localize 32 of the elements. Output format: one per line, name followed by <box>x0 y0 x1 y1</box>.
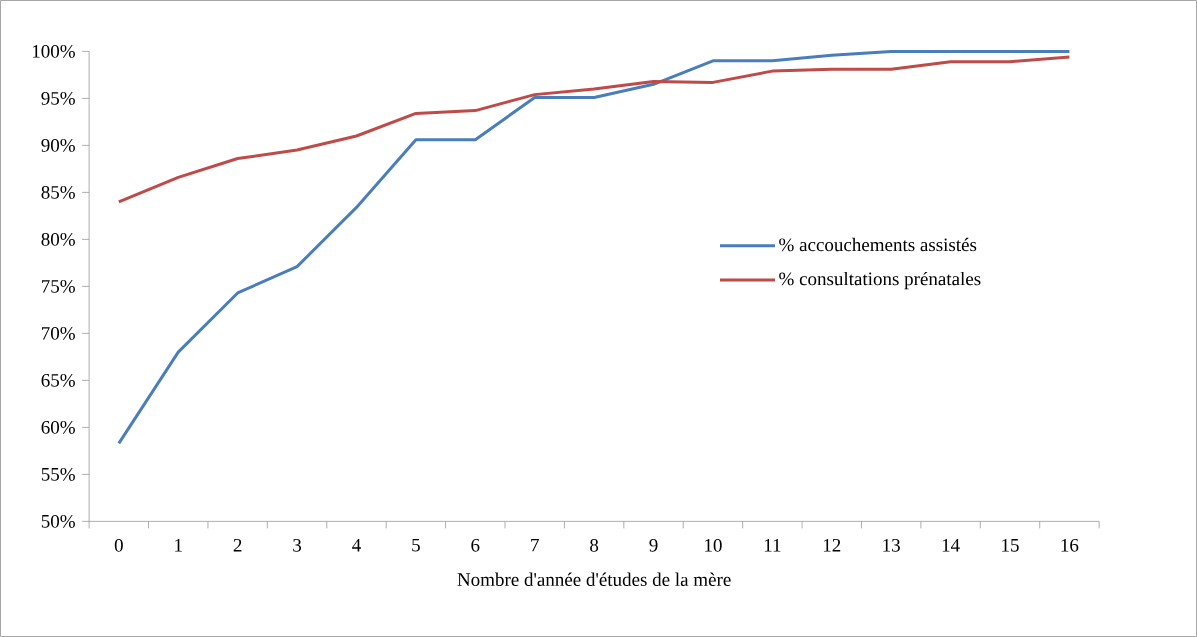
x-tick-label: 10 <box>705 538 722 552</box>
x-tick-label: 13 <box>883 538 900 552</box>
x-tick-label: 11 <box>764 538 781 552</box>
x-tick-label: 1 <box>175 538 182 552</box>
x-tick-label: 12 <box>823 538 841 552</box>
legend-label: % consultations prénatales <box>779 271 981 290</box>
y-tick-label: 95% <box>41 91 75 105</box>
x-tick-label: 8 <box>590 538 599 552</box>
line-series <box>117 55 1071 204</box>
y-tick-label: 80% <box>41 232 75 246</box>
x-tick-label: 16 <box>1061 538 1079 552</box>
x-tick-label: 14 <box>942 538 960 552</box>
x-tick-label: 6 <box>471 538 480 552</box>
x-axis-title: Nombre d'année d'études de la mère <box>457 572 731 586</box>
x-tick-label: 7 <box>531 538 539 552</box>
y-tick-label: 70% <box>42 326 75 340</box>
x-tick-label: 0 <box>114 538 123 552</box>
x-tick-label: 2 <box>233 538 242 552</box>
legend-label: % accouchements assistés <box>779 237 977 252</box>
x-tick-label: 3 <box>293 538 302 552</box>
y-tick-label: 60% <box>41 420 75 434</box>
x-tick-label: 5 <box>412 538 420 552</box>
y-tick-label: 75% <box>42 279 75 293</box>
y-tick-label: 85% <box>41 185 75 199</box>
y-tick-label: 100% <box>32 44 75 58</box>
x-tick-label: 9 <box>649 538 658 552</box>
y-tick-label: 90% <box>41 138 75 152</box>
y-tick-label: 65% <box>41 373 75 387</box>
y-tick-label: 55% <box>41 467 75 481</box>
y-tick-label: 50% <box>41 514 75 528</box>
x-tick-label: 15 <box>1002 538 1019 552</box>
x-tick-label: 4 <box>352 538 361 552</box>
